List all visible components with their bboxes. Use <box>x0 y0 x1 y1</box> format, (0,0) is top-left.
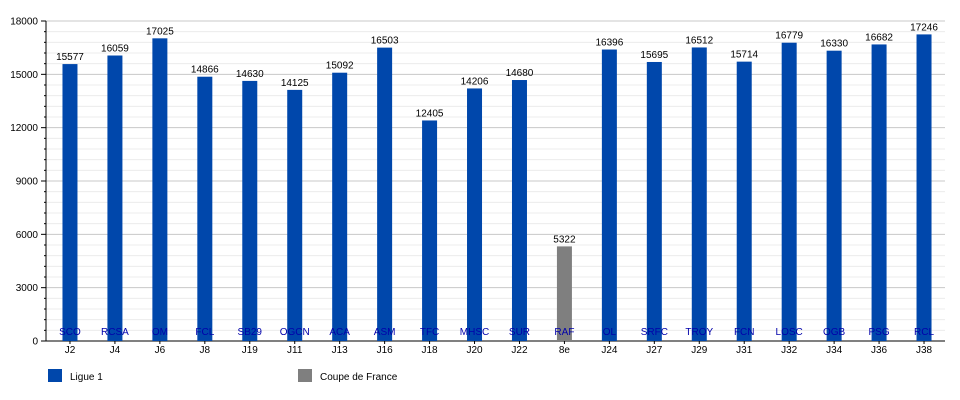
x-tick-label: J29 <box>691 345 708 356</box>
value-label: 16330 <box>820 39 848 50</box>
bar-j13 <box>332 72 348 341</box>
x-tick-label: J22 <box>511 345 528 356</box>
bar-j8 <box>197 76 213 342</box>
value-label: 16512 <box>685 35 713 46</box>
bar-8e <box>556 246 572 341</box>
opponent-label: TROY <box>685 327 713 338</box>
opponent-label: SB29 <box>238 327 263 338</box>
value-label: 15714 <box>730 50 758 61</box>
bar-j2 <box>62 64 78 341</box>
y-tick-label: 9000 <box>16 177 39 188</box>
opponent-label: FCN <box>734 327 755 338</box>
y-tick-label: 6000 <box>16 230 39 241</box>
value-label: 14680 <box>506 68 534 79</box>
bar-j4 <box>107 55 123 342</box>
opponent-label: TFC <box>420 327 439 338</box>
x-tick-label: J2 <box>65 345 76 356</box>
legend-label-ligue-1: Ligue 1 <box>70 372 103 383</box>
x-tick-label: J32 <box>781 345 798 356</box>
value-label: 17246 <box>910 22 938 33</box>
opponent-label: SUR <box>509 327 530 338</box>
value-label: 15577 <box>56 52 84 63</box>
x-tick-label: J16 <box>377 345 394 356</box>
opponent-label: SCO <box>59 327 81 338</box>
opponent-label: PSG <box>869 327 890 338</box>
x-tick-label: J31 <box>736 345 753 356</box>
value-label: 16682 <box>865 32 893 43</box>
opponent-label: SRFC <box>641 327 668 338</box>
bar-j19 <box>242 80 258 342</box>
x-tick-label: J6 <box>155 345 166 356</box>
value-label: 15092 <box>326 61 354 72</box>
opponent-label: OGB <box>823 327 846 338</box>
value-label: 16779 <box>775 31 803 42</box>
axes: 0 3000 6000 9000 12000 15000 18000 J2 J4 J6 J8 J19 J… <box>10 17 945 356</box>
bar-j20 <box>467 88 483 342</box>
y-tick-label: 18000 <box>10 17 38 28</box>
x-tick-label: J34 <box>826 345 843 356</box>
x-tick-label: 8e <box>559 345 571 356</box>
bar-j32 <box>781 42 797 341</box>
value-label: 17025 <box>146 26 174 37</box>
x-tick-label: J11 <box>287 345 303 356</box>
bar-j11 <box>287 89 303 341</box>
y-tick-label: 0 <box>32 337 38 348</box>
value-label: 16396 <box>595 38 623 49</box>
x-tick-label: J8 <box>200 345 211 356</box>
x-tick-label: J4 <box>110 345 121 356</box>
opponent-label: RCL <box>914 327 934 338</box>
opponent-label: ACA <box>329 327 350 338</box>
x-tick-label: J36 <box>871 345 888 356</box>
bar-j38 <box>916 34 932 341</box>
x-tick-label: J19 <box>242 345 259 356</box>
opponent-label: FCL <box>195 327 214 338</box>
opponent-label: OM <box>152 327 168 338</box>
opponent-label: OGCN <box>280 327 310 338</box>
bar-j29 <box>691 47 707 341</box>
y-tick-label: 3000 <box>16 283 39 294</box>
legend-swatch-ligue-1 <box>48 369 62 382</box>
value-label: 16059 <box>101 44 129 55</box>
bar-j16 <box>377 47 393 341</box>
bar-j6 <box>152 38 168 341</box>
opponent-label: MHSC <box>460 327 489 338</box>
x-tick-label: J27 <box>646 345 663 356</box>
bar-j22 <box>511 80 527 342</box>
value-label: 14125 <box>281 78 309 89</box>
value-label: 12405 <box>416 108 444 119</box>
value-label: 5322 <box>553 234 576 245</box>
y-tick-label: 15000 <box>10 70 38 81</box>
bar-j24 <box>601 49 617 341</box>
legend-label-coupe-de-france: Coupe de France <box>320 372 398 383</box>
value-label: 15695 <box>640 50 668 61</box>
y-tick-label: 12000 <box>10 123 38 134</box>
x-tick-label: J13 <box>332 345 349 356</box>
labels: 15577 SCO 16059 RCSA 17025 OM 14866 FCL 14630 SB2… <box>56 22 938 338</box>
x-tick-label: J38 <box>916 345 933 356</box>
opponent-label: RAF <box>554 327 574 338</box>
value-label: 14206 <box>461 76 489 87</box>
bar-j18 <box>422 120 438 341</box>
opponent-label: RCSA <box>101 327 129 338</box>
legend: Ligue 1 Coupe de France <box>48 369 398 383</box>
x-tick-label: J20 <box>466 345 483 356</box>
opponent-label: LOSC <box>776 327 803 338</box>
value-label: 14630 <box>236 69 264 80</box>
opponent-label: OL <box>603 327 617 338</box>
legend-swatch-coupe-de-france <box>298 369 312 382</box>
opponent-label: ASM <box>374 327 396 338</box>
bar-j31 <box>736 61 752 341</box>
value-label: 16503 <box>371 36 399 47</box>
bar-j36 <box>871 44 887 341</box>
bar-j34 <box>826 50 842 341</box>
x-tick-label: J18 <box>422 345 439 356</box>
bars <box>62 34 932 342</box>
value-label: 14866 <box>191 65 219 76</box>
bar-j27 <box>646 61 662 341</box>
gridlines <box>46 20 945 331</box>
x-tick-label: J24 <box>601 345 618 356</box>
